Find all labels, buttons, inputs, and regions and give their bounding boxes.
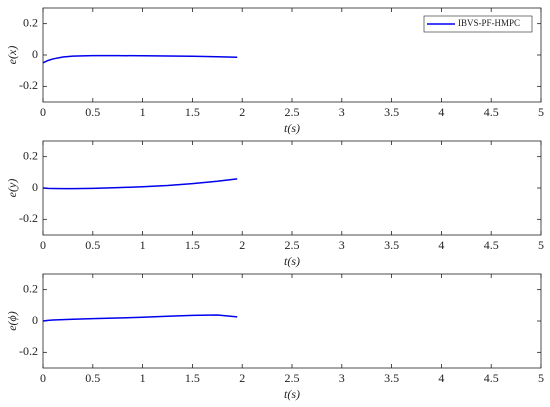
x-tick-label: 4 (438, 238, 444, 252)
data-line (42, 54, 238, 64)
legend-label: IBVS-PF-HMPC (458, 18, 520, 28)
x-tick-label: 3 (339, 105, 345, 119)
x-tick-label: 5 (538, 371, 544, 385)
x-tick-label: 3 (339, 238, 345, 252)
x-tick-label: 0 (40, 238, 46, 252)
y-axis-label: e(ϕ) (5, 311, 19, 331)
x-tick-label: 4.5 (484, 371, 499, 385)
x-tick-label: 0 (40, 105, 46, 119)
y-tick-label: -0.2 (19, 344, 38, 358)
y-tick-label: 0 (32, 180, 38, 194)
x-tick-label: 4.5 (484, 105, 499, 119)
y-tick-label: 0.2 (23, 15, 38, 29)
x-tick-label: 4 (438, 105, 444, 119)
y-axis-label: e(y) (5, 179, 19, 198)
x-tick-label: 3 (339, 371, 345, 385)
legend-box (423, 15, 533, 33)
data-line (42, 178, 238, 190)
y-tick-label: 0 (32, 313, 38, 327)
x-tick-label: 2.5 (285, 371, 300, 385)
x-tick-label: 0 (40, 371, 46, 385)
data-line (42, 314, 238, 322)
y-tick-label: 0 (32, 47, 38, 61)
x-tick-label: 3.5 (384, 105, 399, 119)
x-axis-label: t(s) (284, 254, 300, 268)
x-tick-label: 1.5 (185, 105, 200, 119)
y-tick-label: -0.2 (19, 78, 38, 92)
y-tick-label: -0.2 (19, 211, 38, 225)
x-tick-label: 1 (140, 105, 146, 119)
x-tick-label: 1 (140, 371, 146, 385)
x-tick-label: 2 (239, 105, 245, 119)
x-tick-label: 2 (239, 371, 245, 385)
x-tick-label: 4 (438, 371, 444, 385)
x-tick-label: 2 (239, 238, 245, 252)
x-tick-label: 2.5 (285, 238, 300, 252)
x-tick-label: 3.5 (384, 238, 399, 252)
y-tick-label: 0.2 (23, 281, 38, 295)
y-axis-label: e(x) (5, 46, 19, 65)
x-tick-label: 0.5 (85, 238, 100, 252)
x-tick-label: 0.5 (85, 371, 100, 385)
x-tick-label: 4.5 (484, 238, 499, 252)
x-tick-label: 0.5 (85, 105, 100, 119)
x-tick-label: 1 (140, 238, 146, 252)
x-tick-label: 1.5 (185, 371, 200, 385)
x-axis-label: t(s) (284, 121, 300, 135)
x-tick-label: 2.5 (285, 105, 300, 119)
x-tick-label: 3.5 (384, 371, 399, 385)
x-tick-label: 1.5 (185, 238, 200, 252)
x-axis-label: t(s) (284, 387, 300, 401)
x-tick-label: 5 (538, 238, 544, 252)
y-tick-label: 0.2 (23, 148, 38, 162)
plot-area (42, 273, 542, 369)
x-tick-label: 5 (538, 105, 544, 119)
